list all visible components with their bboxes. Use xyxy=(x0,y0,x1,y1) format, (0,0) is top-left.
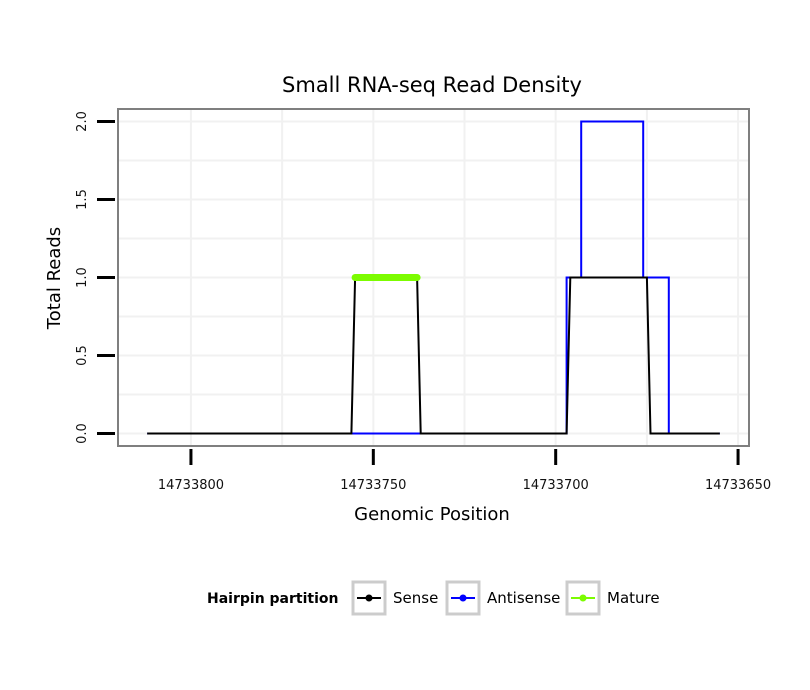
legend-label: Antisense xyxy=(487,589,560,607)
x-tick-label: 14733750 xyxy=(340,478,406,493)
legend-label: Mature xyxy=(607,589,660,607)
legend-label: Sense xyxy=(393,589,438,607)
x-axis: 14733800 14733750 14733700 14733650 xyxy=(158,449,771,493)
y-tick-label: 0.0 xyxy=(75,423,90,444)
legend-item-sense: Sense xyxy=(351,580,438,616)
plot-border xyxy=(117,108,750,447)
legend-key-dot xyxy=(459,594,467,602)
y-tick-label: 2.0 xyxy=(75,111,90,132)
y-tick-label: 0.5 xyxy=(75,345,90,366)
x-tick-label: 14733650 xyxy=(705,478,771,493)
legend-item-antisense: Antisense xyxy=(445,580,560,616)
y-axis-label: Total Reads xyxy=(44,227,65,330)
series-line-sense xyxy=(147,276,720,435)
legend-key-dot xyxy=(365,594,373,602)
x-axis-label: Genomic Position xyxy=(354,504,510,525)
legend: Hairpin partition Sense Antisense Mature xyxy=(207,580,660,616)
legend-item-mature: Mature xyxy=(565,580,660,616)
chart-title: Small RNA-seq Read Density xyxy=(282,73,582,97)
series-layer xyxy=(147,120,720,435)
x-tick-label: 14733700 xyxy=(523,478,589,493)
legend-title: Hairpin partition xyxy=(207,591,338,607)
x-tick-label: 14733800 xyxy=(158,478,224,493)
y-tick-label: 1.5 xyxy=(75,189,90,210)
y-axis: 0.0 0.5 1.0 1.5 2.0 xyxy=(75,111,115,444)
legend-key-dot xyxy=(579,594,587,602)
y-tick-label: 1.0 xyxy=(75,267,90,288)
